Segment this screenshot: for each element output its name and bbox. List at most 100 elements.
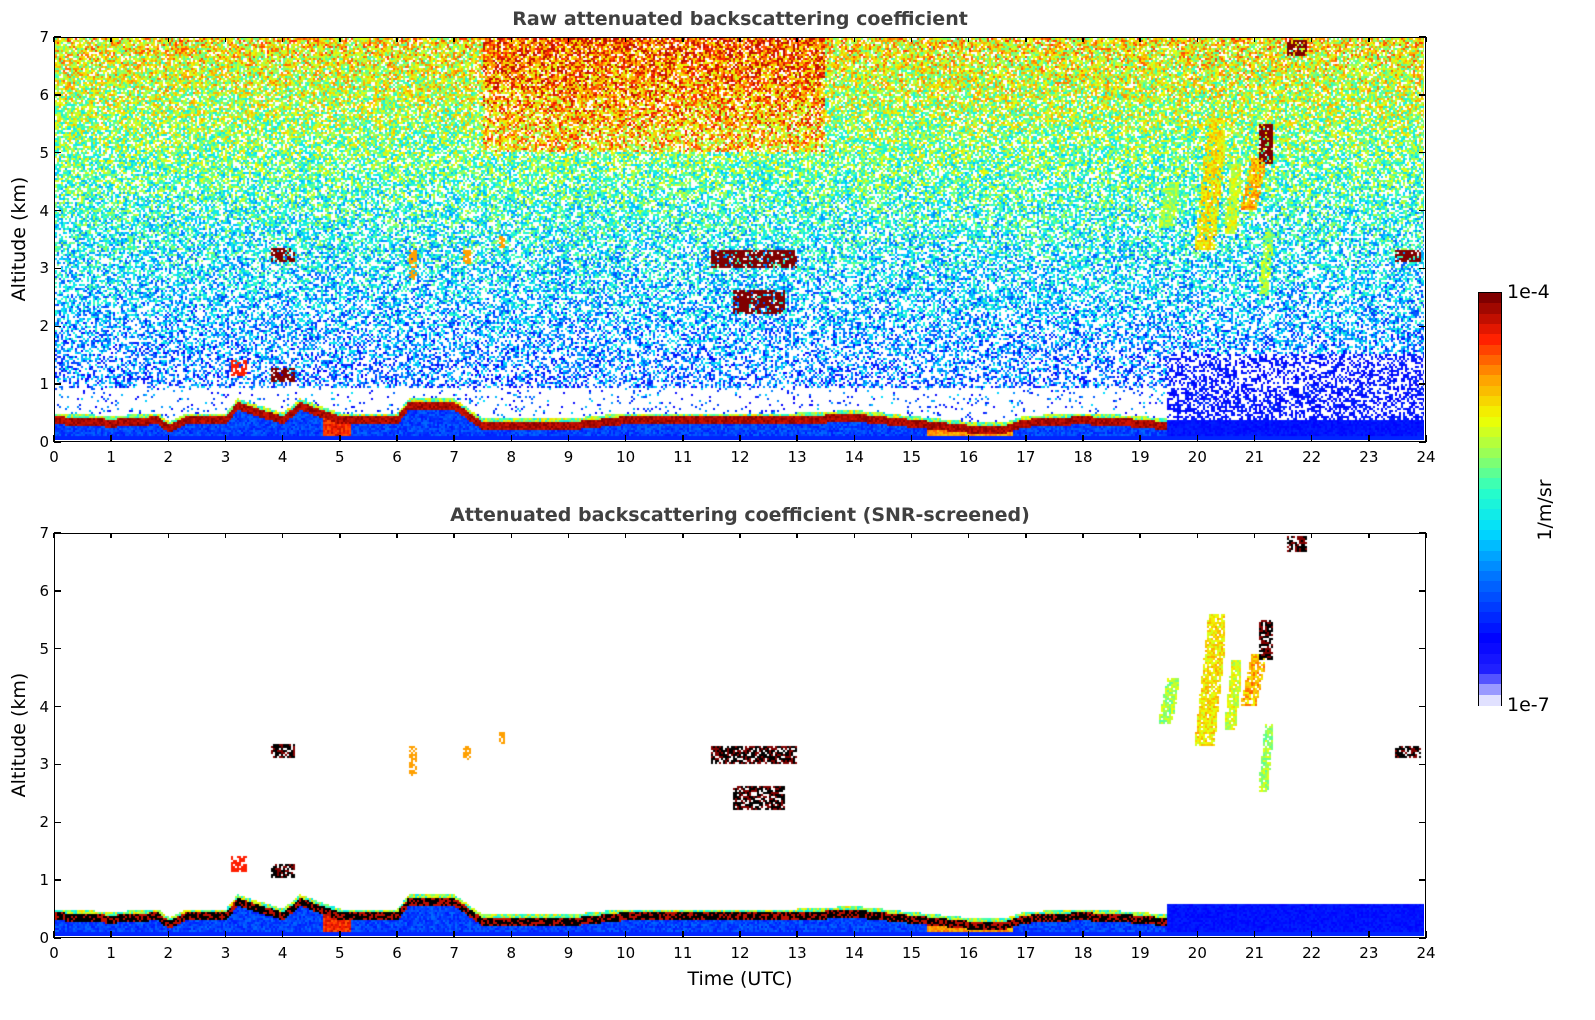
raw-xtick-top xyxy=(739,37,741,42)
scr-xtick-label: 0 xyxy=(49,944,59,962)
scr-ytick-right xyxy=(1419,763,1426,766)
scr-ytick-right xyxy=(1419,590,1426,592)
scr-ytick xyxy=(54,647,61,650)
raw-xtick xyxy=(224,435,227,442)
scr-xtick xyxy=(1025,931,1027,938)
scr-xtick-label: 4 xyxy=(277,944,288,962)
raw-ytick-right xyxy=(1419,94,1426,96)
raw-xtick xyxy=(853,435,856,442)
scr-xtick xyxy=(739,931,741,938)
raw-xtick-label: 11 xyxy=(673,448,693,466)
scr-xtick-label: 14 xyxy=(844,944,864,962)
raw-ytick-label: 1 xyxy=(39,375,49,394)
scr-ytick-right xyxy=(1419,879,1426,881)
raw-ytick-label: 2 xyxy=(39,317,49,336)
colorbar-segment xyxy=(1479,529,1501,542)
scr-xtick-label: 23 xyxy=(1359,944,1379,962)
scr-xtick xyxy=(624,931,627,938)
scr-xtick-label: 13 xyxy=(787,944,807,962)
raw-xtick-top xyxy=(682,37,684,42)
colorbar-segment xyxy=(1479,457,1501,470)
scr-xtick-label: 21 xyxy=(1244,944,1265,962)
scr-xtick-top xyxy=(53,533,55,538)
scr-xtick-top xyxy=(453,533,455,538)
raw-y-axis-label: Altitude (km) xyxy=(8,176,30,302)
raw-ytick-right xyxy=(1419,209,1426,212)
colorbar-min-label: 1e-7 xyxy=(1507,694,1550,716)
raw-xtick xyxy=(796,435,798,442)
scr-xtick-top xyxy=(339,533,341,538)
colorbar-segment xyxy=(1479,581,1501,593)
raw-xtick-label: 23 xyxy=(1359,448,1379,466)
colorbar-segment xyxy=(1479,488,1501,501)
raw-xtick-top xyxy=(53,37,55,42)
scr-xtick-label: 9 xyxy=(563,944,574,962)
scr-xtick-top xyxy=(281,533,284,538)
scr-xtick-top xyxy=(1025,533,1027,538)
scr-xtick-top xyxy=(110,533,112,538)
scr-xtick xyxy=(53,931,55,938)
colorbar-segment xyxy=(1479,519,1501,532)
colorbar-segment xyxy=(1479,612,1501,624)
raw-ytick xyxy=(54,325,61,328)
raw-plot-title: Raw attenuated backscattering coefficien… xyxy=(512,8,968,30)
raw-xtick xyxy=(1253,435,1256,442)
raw-xtick xyxy=(1082,435,1084,442)
colorbar-segment xyxy=(1479,478,1501,490)
raw-ytick-right xyxy=(1419,325,1426,328)
colorbar-segment xyxy=(1479,375,1501,387)
raw-xtick-label: 5 xyxy=(335,448,345,466)
scr-xtick xyxy=(967,931,970,938)
raw-xtick-top xyxy=(224,37,227,42)
raw-xtick-label: 14 xyxy=(844,448,864,466)
scr-xtick xyxy=(453,931,455,938)
scr-xtick-label: 15 xyxy=(901,944,922,962)
raw-ytick-label: 3 xyxy=(39,259,49,278)
scr-ytick-label: 2 xyxy=(39,813,49,832)
colorbar-segment xyxy=(1479,550,1501,563)
scr-ytick-label: 6 xyxy=(39,581,49,600)
raw-ytick xyxy=(54,441,61,443)
raw-xtick-label: 15 xyxy=(901,448,922,466)
scr-xtick xyxy=(110,931,112,938)
raw-xtick-label: 21 xyxy=(1244,448,1265,466)
raw-xtick-label: 20 xyxy=(1187,448,1207,466)
raw-backscatter-heatmap xyxy=(55,38,1424,440)
colorbar-segment xyxy=(1479,468,1501,480)
scr-xtick xyxy=(1368,931,1370,938)
raw-xtick-label: 0 xyxy=(49,448,59,466)
scr-xtick xyxy=(1253,931,1256,938)
scr-xtick-top xyxy=(1310,533,1313,538)
raw-xtick xyxy=(739,435,741,442)
raw-xtick-top xyxy=(339,37,341,42)
scr-xtick-top xyxy=(1082,533,1084,538)
scr-ytick-right xyxy=(1419,532,1426,534)
raw-xtick-top xyxy=(1368,37,1370,42)
scr-xtick-top xyxy=(796,533,798,538)
raw-xtick-label: 3 xyxy=(220,448,231,466)
raw-xtick-label: 13 xyxy=(787,448,807,466)
raw-xtick-top xyxy=(453,37,455,42)
scr-xtick xyxy=(910,931,913,938)
raw-xtick xyxy=(1368,435,1370,442)
raw-xtick-label: 22 xyxy=(1302,448,1322,466)
raw-xtick-top xyxy=(1425,37,1427,42)
raw-xtick-top xyxy=(1253,37,1256,42)
raw-xtick xyxy=(281,435,284,442)
raw-xtick-label: 2 xyxy=(163,448,174,466)
screened-backscatter-plot xyxy=(54,533,1426,938)
raw-xtick-top xyxy=(624,37,627,42)
scr-xtick-top xyxy=(624,533,627,538)
raw-xtick-top xyxy=(1196,37,1199,42)
raw-xtick xyxy=(53,435,55,442)
colorbar-segment xyxy=(1479,622,1501,635)
raw-xtick xyxy=(624,435,627,442)
scr-xtick-label: 12 xyxy=(730,944,750,962)
scr-xtick-label: 5 xyxy=(335,944,345,962)
raw-xtick-label: 19 xyxy=(1130,448,1150,466)
scr-xtick-top xyxy=(1196,533,1199,538)
scr-xtick-top xyxy=(682,533,684,538)
raw-xtick-top xyxy=(510,37,513,42)
colorbar-segment xyxy=(1479,313,1501,326)
raw-xtick xyxy=(396,435,398,442)
